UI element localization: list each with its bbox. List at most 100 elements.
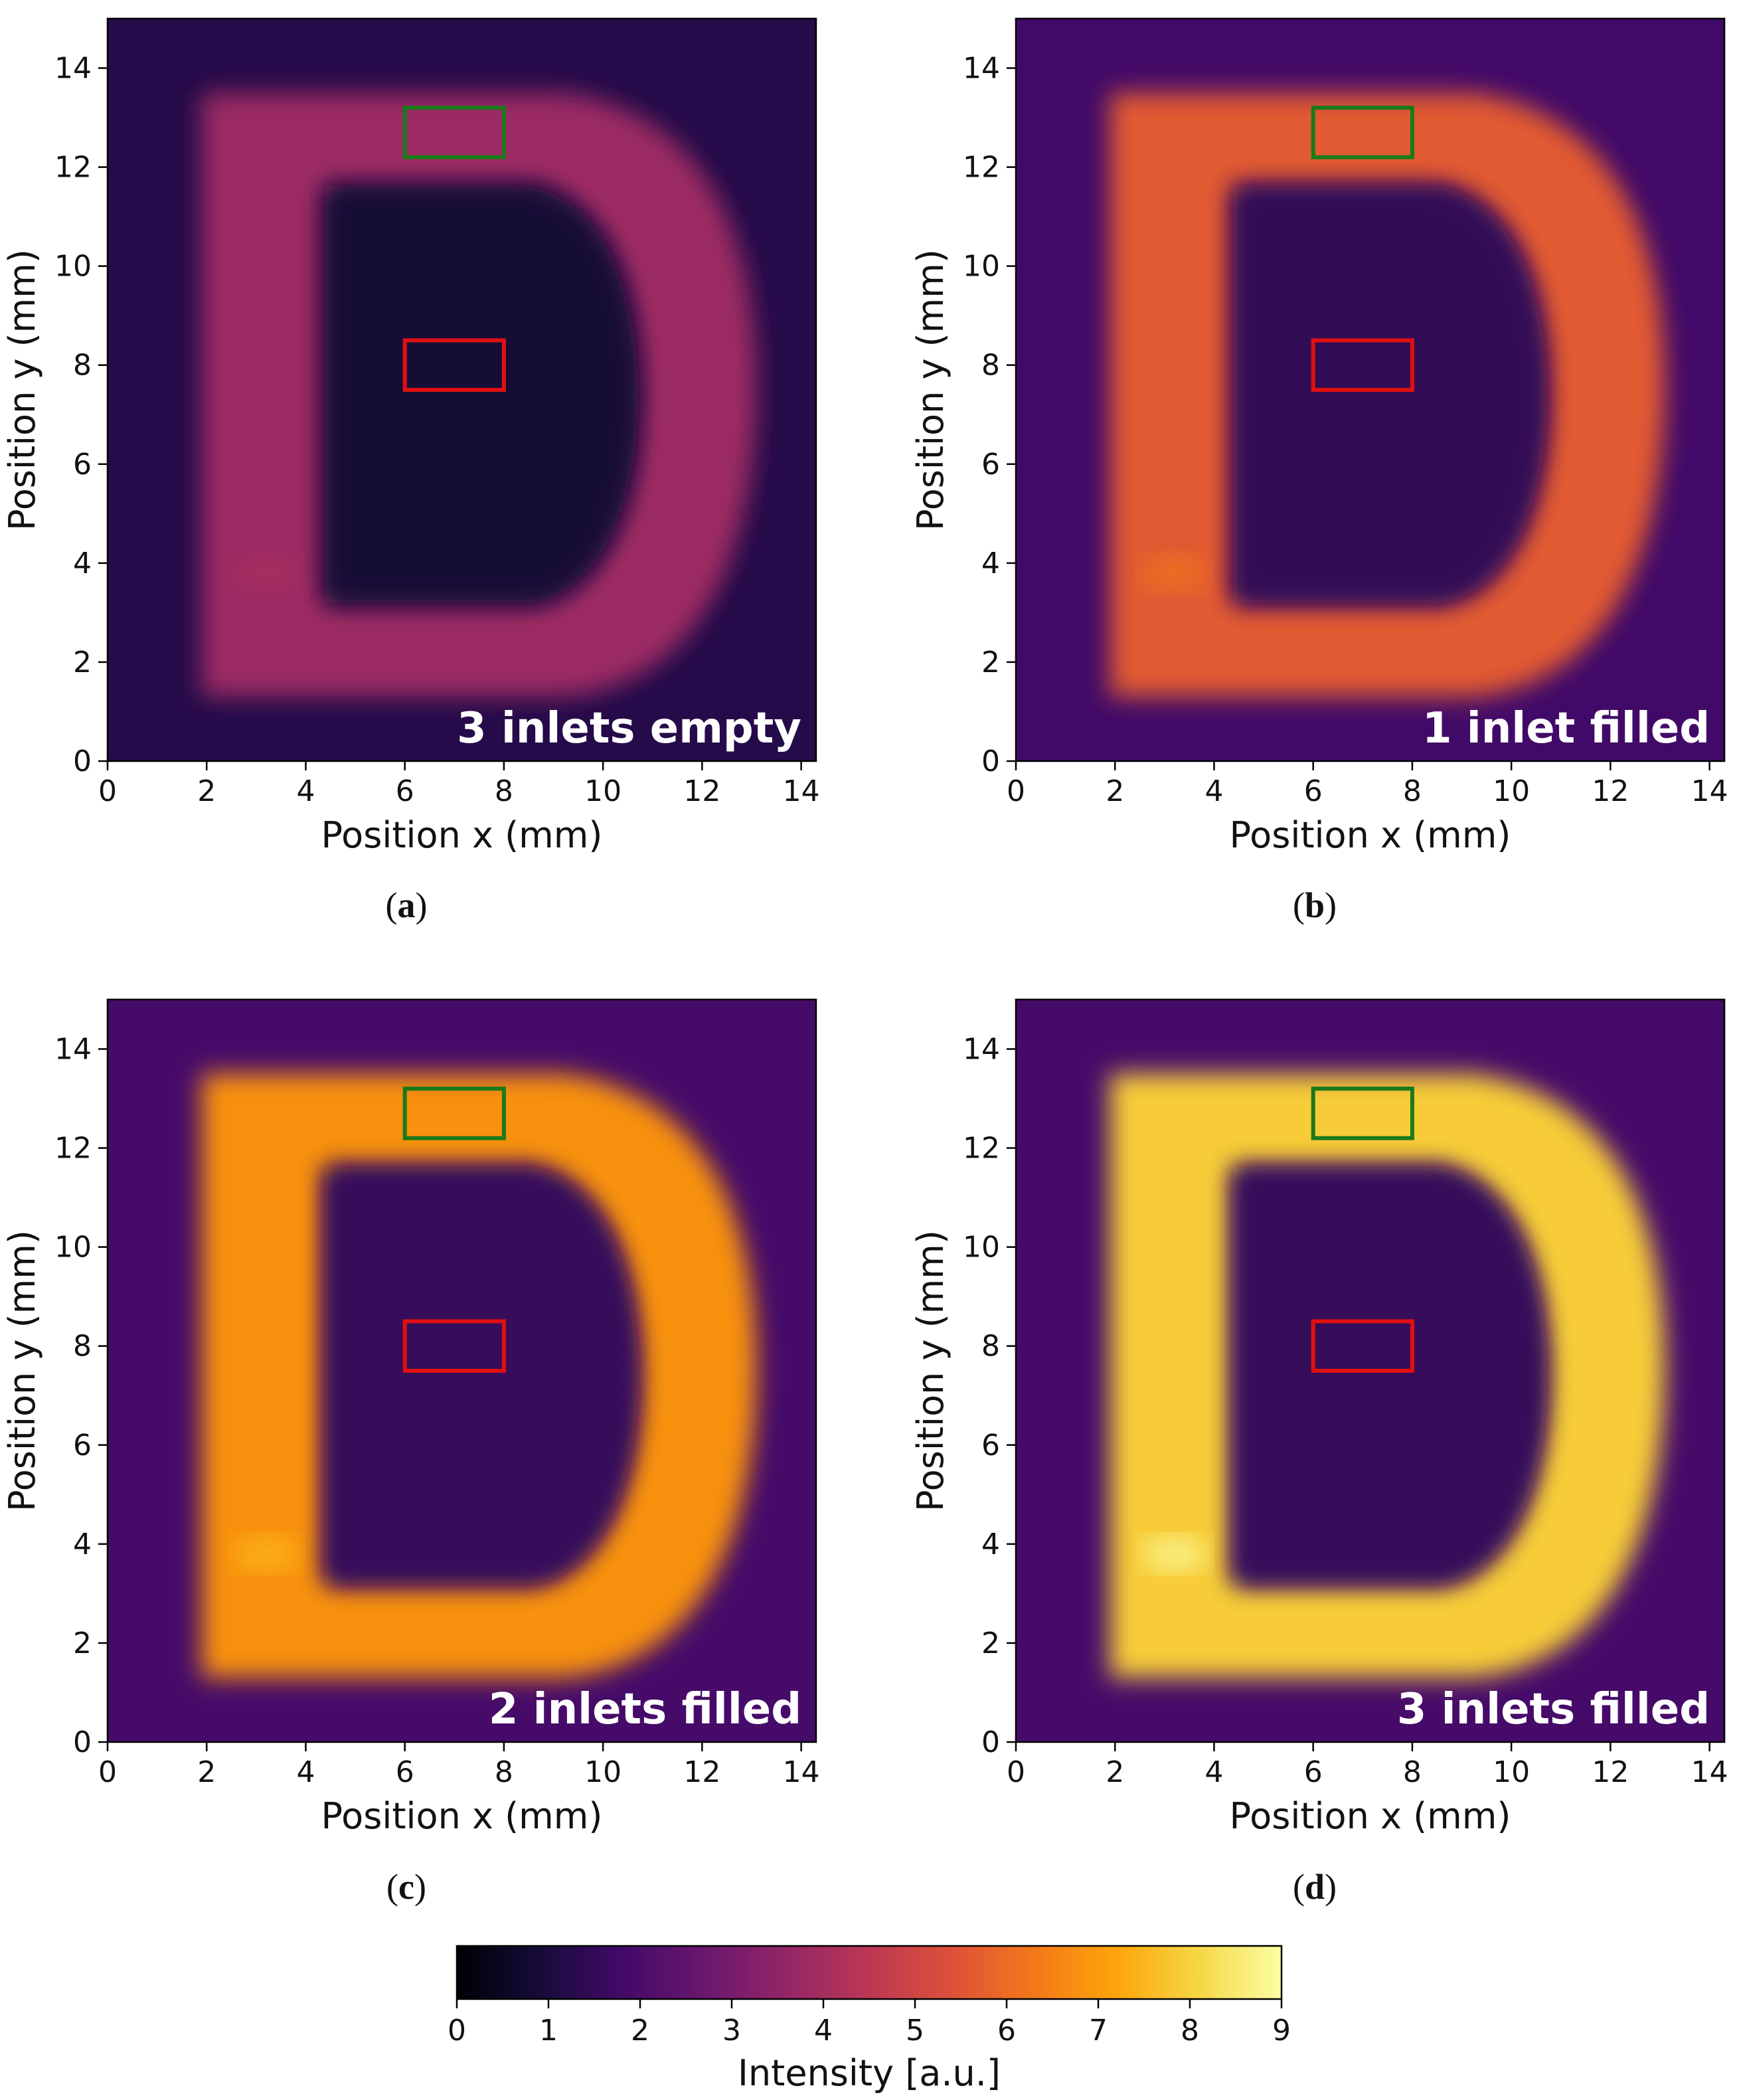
y-axis-label: Position y (mm) (1, 249, 43, 531)
colorbar-tick-label: 8 (1181, 2014, 1199, 2048)
panels: 3 inlets empty 0 2 4 6 8 10 12 14 0 2 4 6 8 10 12 14 Posi… (1, 17, 1728, 1837)
caption-a: (a) (385, 885, 428, 925)
panel-annotation: 1 inlet filled (1422, 704, 1710, 753)
y-tick-label: 4 (981, 1528, 1000, 1561)
letter-d-signal (201, 1073, 757, 1678)
x-tick-label: 10 (1493, 774, 1530, 808)
hotspot (1141, 554, 1208, 592)
y-tick-label: 14 (54, 52, 92, 86)
y-tick-label: 14 (963, 52, 1000, 86)
y-tick-label: 2 (981, 1626, 1000, 1660)
colorbar-gradient (456, 1945, 1283, 2000)
y-tick-label: 4 (981, 547, 1000, 580)
green-region-box (402, 1087, 506, 1140)
x-tick-label: 6 (1304, 774, 1323, 808)
x-tick-label: 14 (1691, 1755, 1728, 1789)
red-region-box (1311, 338, 1414, 393)
y-tick-label: 6 (73, 448, 92, 481)
colorbar-tick-label: 4 (814, 2014, 833, 2048)
y-tick-label: 8 (73, 1330, 92, 1363)
y-tick-label: 6 (981, 448, 1000, 481)
x-tick-label: 12 (683, 1755, 720, 1789)
x-tick-label: 6 (396, 774, 414, 808)
y-axis-label: Position y (mm) (910, 1230, 952, 1512)
green-region-box (402, 106, 506, 159)
colorbar-tick-label: 9 (1272, 2014, 1291, 2048)
colorbar: 0 1 2 3 4 5 6 7 8 9 Intensity [a.u.] (448, 1945, 1291, 2094)
green-region-box (1311, 106, 1414, 159)
y-tick-label: 12 (963, 1132, 1000, 1166)
letter-d-cavity (325, 1168, 638, 1584)
y-tick-label: 10 (54, 250, 92, 284)
x-tick-label: 0 (98, 1755, 117, 1789)
y-tick-label: 12 (54, 151, 92, 185)
panel-d: 3 inlets filled 0 2 4 6 8 10 12 14 0 2 4 6 8 10 12 14 Pos… (910, 998, 1728, 1837)
x-tick-label: 8 (1403, 1755, 1422, 1789)
y-axis-label: Position y (mm) (1, 1230, 43, 1512)
y-tick-label: 0 (981, 1725, 1000, 1759)
x-tick-label: 6 (1304, 1755, 1323, 1789)
caption-d: (d) (1292, 1867, 1337, 1907)
x-tick-label: 8 (1403, 774, 1422, 808)
y-tick-label: 10 (54, 1231, 92, 1265)
axes-frame (106, 998, 817, 1743)
axes-frame (1015, 17, 1726, 762)
colorbar-tick-label: 0 (448, 2014, 466, 2048)
x-axis-label: Position x (mm) (321, 1795, 603, 1837)
axes-frame (106, 17, 817, 762)
hotspot (232, 554, 299, 592)
y-tick-label: 12 (54, 1132, 92, 1166)
red-region-box (402, 338, 506, 393)
letter-d-cavity (1234, 1168, 1546, 1584)
y-tick-label: 2 (73, 646, 92, 679)
colorbar-tick-label: 1 (539, 2014, 558, 2048)
red-region-box (1311, 1319, 1414, 1373)
panel-b: 1 inlet filled 0 2 4 6 8 10 12 14 0 2 4 6 8 10 12 14 Posi… (910, 17, 1728, 856)
panel-c: 2 inlets filled 0 2 4 6 8 10 12 14 0 2 4 6 8 10 12 14 Pos… (1, 998, 820, 1837)
x-tick-label: 10 (584, 1755, 622, 1789)
panel-annotation: 3 inlets empty (457, 704, 801, 753)
colorbar-label: Intensity [a.u.] (738, 2052, 1001, 2094)
red-region-box (402, 1319, 506, 1373)
letter-d-signal (201, 92, 757, 697)
y-tick-label: 14 (963, 1033, 1000, 1067)
x-tick-label: 0 (1007, 774, 1025, 808)
y-tick-label: 2 (981, 646, 1000, 679)
y-tick-label: 2 (73, 1626, 92, 1660)
y-tick-label: 0 (73, 1725, 92, 1759)
x-tick-label: 2 (197, 774, 216, 808)
x-tick-label: 0 (98, 774, 117, 808)
y-tick-label: 4 (73, 1528, 92, 1561)
x-tick-label: 14 (783, 1755, 820, 1789)
axes-frame (1015, 998, 1726, 1743)
x-tick-label: 14 (783, 774, 820, 808)
x-tick-label: 8 (495, 1755, 513, 1789)
hotspot (1141, 1535, 1208, 1573)
panel-annotation: 2 inlets filled (489, 1685, 801, 1734)
y-tick-label: 12 (963, 151, 1000, 185)
x-tick-label: 8 (495, 774, 513, 808)
letter-d-cavity (1234, 187, 1546, 603)
y-tick-label: 8 (981, 349, 1000, 383)
x-tick-label: 4 (296, 1755, 315, 1789)
letter-d-signal (1110, 1073, 1665, 1678)
x-tick-label: 10 (584, 774, 622, 808)
x-tick-label: 12 (1592, 1755, 1629, 1789)
caption-c: (c) (386, 1867, 426, 1907)
caption-b: (b) (1292, 885, 1337, 925)
x-axis-label: Position x (mm) (321, 814, 603, 856)
x-tick-label: 10 (1493, 1755, 1530, 1789)
letter-d-cavity (325, 187, 638, 603)
x-tick-label: 14 (1691, 774, 1728, 808)
y-tick-label: 8 (73, 349, 92, 383)
x-axis-label: Position x (mm) (1230, 1795, 1511, 1837)
y-tick-label: 0 (73, 744, 92, 778)
colorbar-tick-label: 3 (722, 2014, 741, 2048)
panel-annotation: 3 inlets filled (1397, 1685, 1710, 1734)
x-tick-label: 4 (1204, 1755, 1223, 1789)
green-region-box (1311, 1087, 1414, 1140)
y-tick-label: 10 (963, 250, 1000, 284)
y-tick-label: 6 (981, 1429, 1000, 1462)
x-axis-label: Position x (mm) (1230, 814, 1511, 856)
